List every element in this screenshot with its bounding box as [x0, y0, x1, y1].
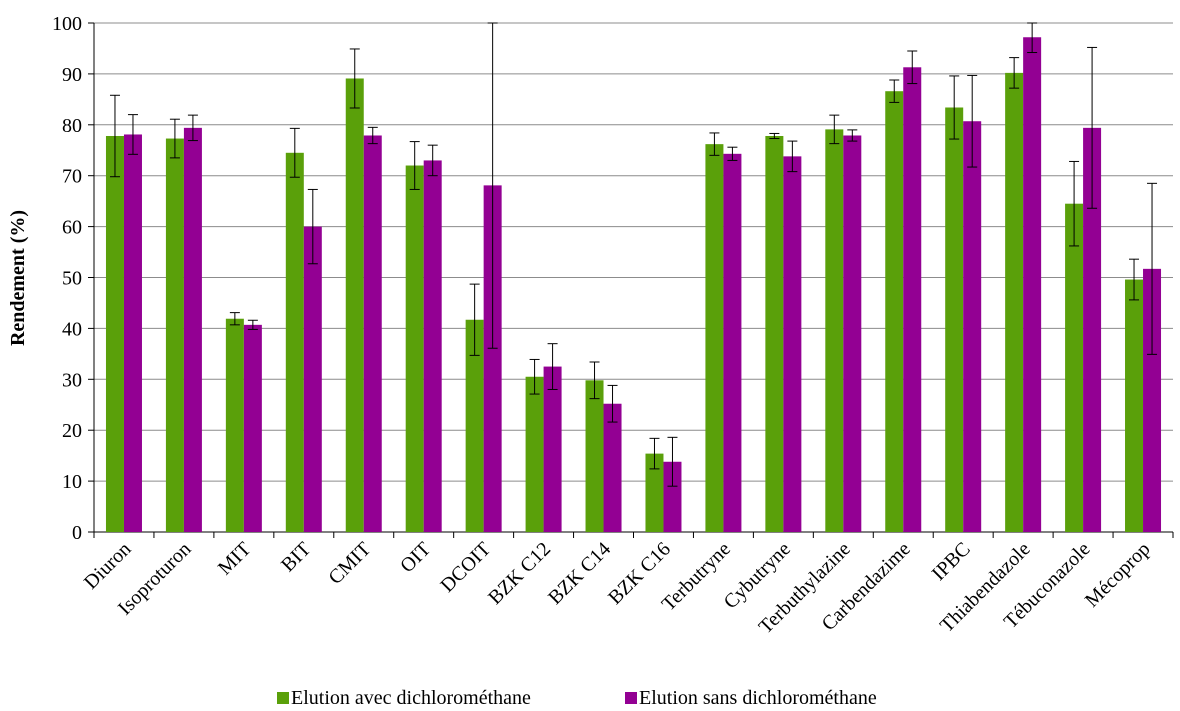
bar-sans	[183, 127, 202, 532]
bar-avec	[345, 78, 364, 532]
bar-avec	[1065, 203, 1084, 532]
x-tick-label: BZK C14	[544, 538, 615, 609]
x-tick-label: BZK C12	[484, 538, 555, 609]
x-tick-label: OIT	[396, 538, 435, 577]
y-tick-label: 80	[62, 115, 82, 137]
bar-sans	[1143, 268, 1162, 532]
bar-avec	[105, 135, 124, 533]
y-tick-label: 90	[62, 64, 82, 86]
bar-avec	[525, 376, 544, 532]
y-tick-label: 60	[62, 217, 82, 239]
legend: Elution avec dichlorométhane Elution sans…	[277, 687, 877, 709]
bar-sans	[843, 135, 862, 532]
legend-swatch-avec	[277, 692, 289, 704]
error-bars	[109, 22, 1158, 487]
bar-sans	[1083, 127, 1102, 532]
y-tick-label: 70	[62, 166, 82, 188]
bar-sans	[423, 160, 442, 532]
y-tick-label: 30	[62, 369, 82, 391]
legend-label-sans: Elution sans dichlorométhane	[639, 687, 877, 709]
bar-avec	[465, 319, 484, 532]
bars	[105, 37, 1162, 533]
y-tick-label: 20	[62, 420, 82, 442]
bar-avec	[405, 165, 424, 532]
bar-sans	[543, 366, 562, 532]
y-tick-labels: 0 10 20 30 40 50 60 70 80 90 100	[52, 13, 82, 544]
legend-swatch-sans	[625, 692, 637, 704]
bar-avec	[945, 107, 964, 532]
bar-avec	[885, 91, 904, 533]
bar-sans	[483, 185, 502, 532]
bar-avec	[585, 380, 604, 532]
y-tick-label: 0	[72, 522, 82, 544]
bar-avec	[765, 135, 784, 533]
y-tick-label: 10	[62, 471, 82, 493]
x-tick-label: Diuron	[80, 538, 136, 594]
bar-sans	[903, 67, 922, 533]
bar-sans	[1023, 37, 1042, 532]
bar-sans	[963, 121, 982, 532]
x-tick-label: MIT	[214, 538, 255, 579]
bar-sans	[603, 403, 622, 532]
y-tick-label: 50	[62, 268, 82, 290]
bar-avec	[165, 138, 184, 532]
bar-sans	[303, 226, 322, 532]
y-tick-label: 40	[62, 318, 82, 340]
bar-avec	[1005, 72, 1024, 532]
bar-sans	[723, 153, 742, 533]
x-tick-label: IPBC	[928, 538, 975, 585]
bar-avec	[825, 129, 844, 533]
y-tick-label: 100	[52, 13, 82, 35]
bar-sans	[123, 134, 142, 532]
gridlines	[94, 22, 1173, 482]
x-tick-label: Mécoprop	[1081, 538, 1155, 612]
x-tick-label: DCOIT	[436, 538, 495, 597]
bar-avec	[705, 144, 724, 532]
axes	[88, 22, 1174, 538]
bar-avec	[645, 453, 664, 532]
x-tick-label: BIT	[277, 538, 315, 576]
bar-avec	[225, 318, 244, 532]
bar-sans	[663, 461, 682, 532]
bar-avec	[285, 152, 304, 533]
x-tick-label: CMIT	[324, 538, 375, 589]
bar-sans	[363, 135, 382, 532]
y-axis-label: Rendement (%)	[7, 210, 29, 346]
bar-avec	[1125, 279, 1144, 532]
bar-sans	[243, 324, 262, 532]
bar-sans	[783, 156, 802, 532]
legend-label-avec: Elution avec dichlorométhane	[291, 687, 531, 709]
